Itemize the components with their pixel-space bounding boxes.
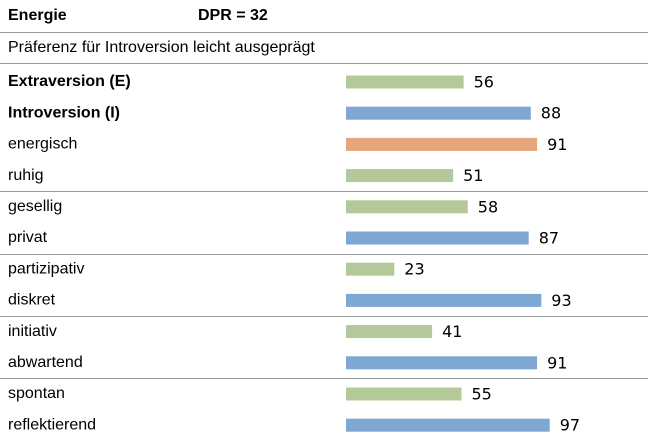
bar: [346, 106, 531, 120]
value-label: 23: [404, 260, 424, 279]
bar: [346, 418, 550, 432]
bar: [346, 356, 538, 370]
value-label: 55: [472, 385, 492, 404]
row-label: Extraversion (E): [8, 73, 131, 90]
header-score: DPR = 32: [198, 7, 268, 24]
bar: [346, 293, 542, 307]
subtitle: Präferenz für Introversion leicht ausgep…: [8, 39, 315, 56]
value-label: 56: [474, 73, 494, 92]
bar: [346, 325, 433, 339]
value-label: 41: [442, 322, 462, 341]
value-label: 87: [539, 229, 559, 248]
bar: [346, 137, 538, 151]
bar: [346, 75, 464, 89]
row-label: Introversion (I): [8, 104, 120, 121]
row-label: gesellig: [8, 198, 62, 215]
row-label: reflektierend: [8, 416, 96, 433]
value-label: 51: [463, 166, 483, 185]
row-label: privat: [8, 229, 48, 246]
value-label: 97: [560, 416, 580, 435]
row-label: spontan: [8, 385, 65, 402]
value-label: 58: [478, 197, 498, 216]
row-label: initiativ: [8, 323, 57, 340]
bar: [346, 231, 529, 245]
header-title: Energie: [8, 7, 67, 24]
row-label: partizipativ: [8, 260, 84, 277]
row-label: ruhig: [8, 167, 44, 184]
bar: [346, 387, 462, 401]
bar: [346, 169, 454, 183]
bar: [346, 200, 468, 214]
value-label: 91: [547, 353, 567, 372]
row-label: energisch: [8, 136, 77, 153]
value-label: 93: [551, 291, 571, 310]
bar: [346, 262, 395, 276]
row-label: diskret: [8, 292, 56, 309]
row-label: abwartend: [8, 354, 83, 371]
value-label: 88: [541, 104, 561, 123]
value-label: 91: [547, 135, 567, 154]
